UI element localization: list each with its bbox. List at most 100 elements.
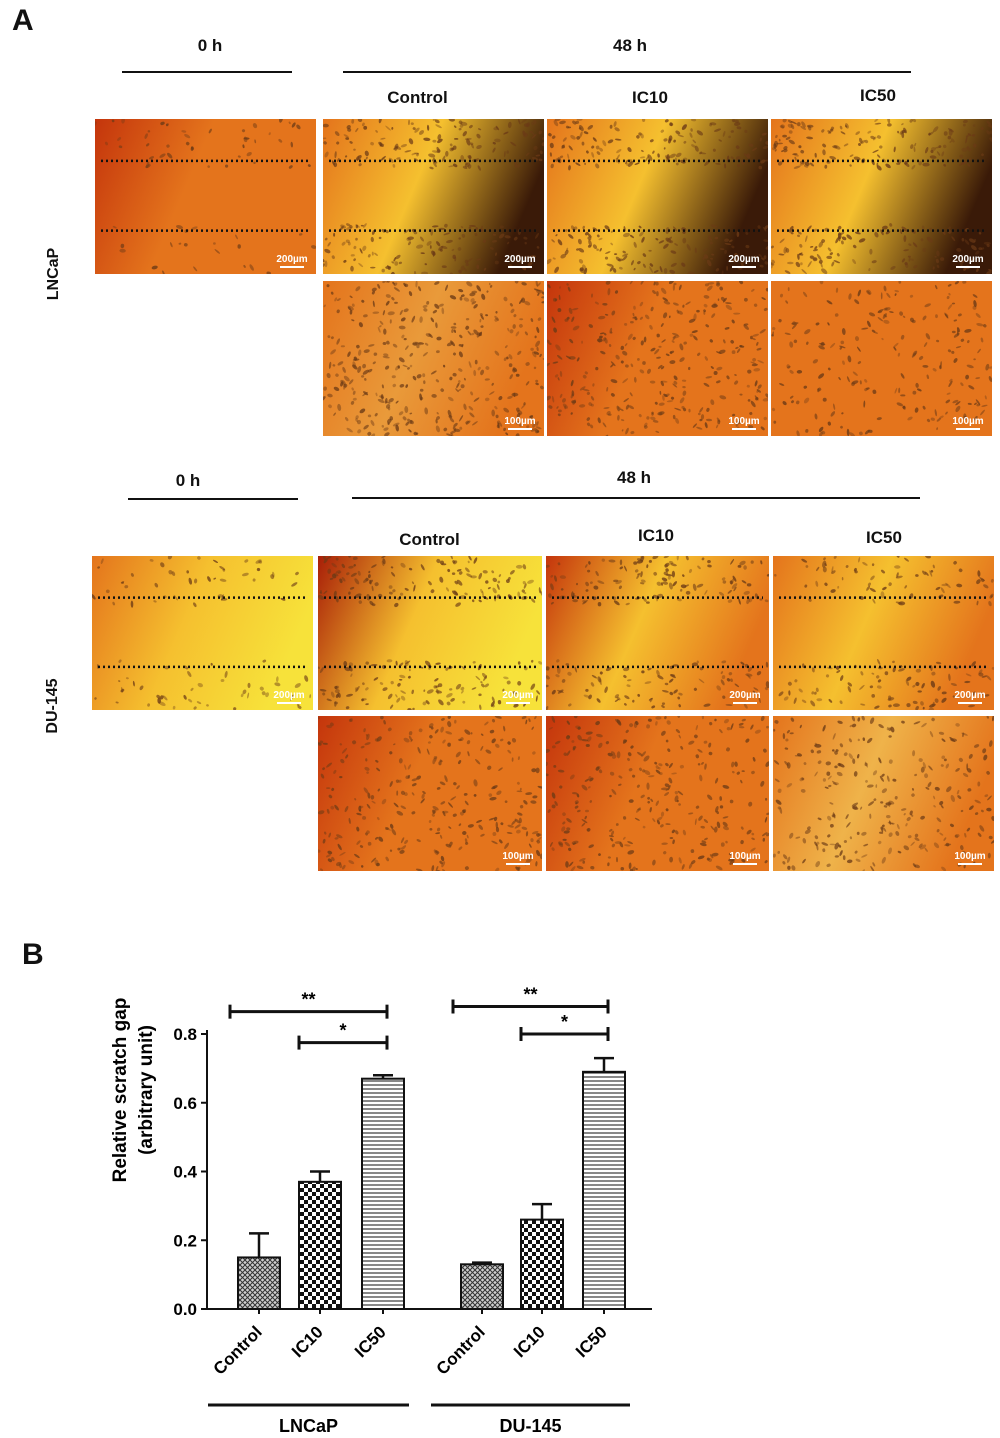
scale-bar: 200µm xyxy=(725,690,765,704)
du145-time-0h: 0 h xyxy=(175,471,201,490)
du145-0h-rule xyxy=(128,498,298,500)
scale-bar: 100µm xyxy=(500,416,540,430)
lncap-48h-ic50-micrograph: 200µm xyxy=(771,119,992,274)
du145-48h-ic50-zoom: 100µm xyxy=(773,716,994,871)
lncap-48h-ic10-micrograph: 200µm xyxy=(547,119,768,274)
lncap-time-0h: 0 h xyxy=(197,36,223,55)
y-tick-label: 0.8 xyxy=(173,1025,197,1044)
y-axis-label-line1: Relative scratch gap xyxy=(110,998,131,1183)
du145-time-48h: 48 h xyxy=(616,468,652,487)
x-tick-label: IC50 xyxy=(572,1322,611,1361)
scale-bar-label: 200µm xyxy=(504,254,536,265)
du145-condition-ic50: IC50 xyxy=(866,528,902,547)
y-tick-label: 0.6 xyxy=(173,1094,197,1113)
scale-bar-label: 100µm xyxy=(952,416,984,427)
x-tick-label: IC50 xyxy=(351,1322,390,1361)
du145-48h-control-micrograph: 200µm xyxy=(318,556,542,710)
scale-bar-line xyxy=(956,428,980,430)
panel-label-b: B xyxy=(22,938,44,971)
du145-48h-ic10-zoom: 100µm xyxy=(546,716,769,871)
bar-lncap-ic10 xyxy=(298,1180,342,1310)
du145-48h-rule xyxy=(352,497,920,499)
bar-lncap-ic50 xyxy=(361,1077,405,1310)
scale-bar: 200µm xyxy=(948,254,988,268)
scale-bar-label: 100µm xyxy=(729,851,761,862)
du145-48h-ic10-micrograph: 200µm xyxy=(546,556,769,710)
lncap-condition-control: Control xyxy=(387,88,448,107)
scale-bar-line xyxy=(732,428,756,430)
scale-bar: 100µm xyxy=(724,416,764,430)
scale-bar-label: 100µm xyxy=(502,851,534,862)
scale-bar: 200µm xyxy=(724,254,764,268)
scale-bar-line xyxy=(506,702,530,704)
significance-label: * xyxy=(561,1012,568,1032)
scale-bar-label: 200µm xyxy=(502,690,534,701)
scale-bar-label: 200µm xyxy=(273,690,305,701)
scale-bar: 200µm xyxy=(272,254,312,268)
scale-bar-line xyxy=(733,863,757,865)
lncap-condition-ic50: IC50 xyxy=(860,86,896,105)
scale-bar-line xyxy=(958,702,982,704)
group-label: LNCaP xyxy=(279,1416,338,1436)
bar-du-145-control xyxy=(460,1263,504,1310)
bar-du-145-ic50 xyxy=(582,1070,626,1310)
scale-bar-label: 200µm xyxy=(952,254,984,265)
lncap-time-48h: 48 h xyxy=(612,36,648,55)
scale-bar-label: 200µm xyxy=(729,690,761,701)
significance-label: ** xyxy=(523,985,537,1005)
scale-bar: 100µm xyxy=(498,851,538,865)
scale-bar-line xyxy=(280,266,304,268)
scale-bar-line xyxy=(277,702,301,704)
y-tick-label: 0.0 xyxy=(173,1300,197,1319)
x-tick-label: Control xyxy=(433,1322,489,1378)
bar-du-145-ic10 xyxy=(520,1218,564,1310)
du145-condition-control: Control xyxy=(399,530,460,549)
x-tick-label: Control xyxy=(210,1322,266,1378)
y-tick-label: 0.4 xyxy=(173,1163,197,1182)
significance-label: * xyxy=(339,1021,346,1041)
panel-label-a: A xyxy=(12,4,34,37)
lncap-48h-rule xyxy=(343,71,911,73)
lncap-condition-ic10: IC10 xyxy=(632,88,668,107)
scale-bar-line xyxy=(508,266,532,268)
bar-lncap-control xyxy=(237,1256,281,1310)
scale-bar-label: 100µm xyxy=(728,416,760,427)
x-tick-label: IC10 xyxy=(288,1322,327,1361)
lncap-48h-control-zoom: 100µm xyxy=(323,281,544,436)
du145-condition-ic10: IC10 xyxy=(638,526,674,545)
lncap-48h-ic10-zoom: 100µm xyxy=(547,281,768,436)
lncap-48h-ic50-zoom: 100µm xyxy=(771,281,992,436)
lncap-0h-micrograph: 200µm xyxy=(95,119,316,274)
x-tick-label: IC10 xyxy=(510,1322,549,1361)
scale-bar-line xyxy=(732,266,756,268)
du145-48h-ic50-micrograph: 200µm xyxy=(773,556,994,710)
lncap-0h-rule xyxy=(122,71,292,73)
y-axis-label-line2: (arbitrary unit) xyxy=(136,1025,157,1155)
scale-bar-label: 100µm xyxy=(504,416,536,427)
scale-bar-line xyxy=(508,428,532,430)
scale-bar-label: 200µm xyxy=(728,254,760,265)
scale-bar-line xyxy=(733,702,757,704)
du145-48h-control-zoom: 100µm xyxy=(318,716,542,871)
scale-bar: 100µm xyxy=(948,416,988,430)
scale-bar: 200µm xyxy=(500,254,540,268)
significance-label: ** xyxy=(301,990,315,1010)
scale-bar-line xyxy=(956,266,980,268)
scale-bar: 200µm xyxy=(269,690,309,704)
scale-bar: 200µm xyxy=(950,690,990,704)
du145-0h-micrograph: 200µm xyxy=(92,556,313,710)
scale-bar-label: 200µm xyxy=(276,254,308,265)
scale-bar: 100µm xyxy=(950,851,990,865)
lncap-48h-control-micrograph: 200µm xyxy=(323,119,544,274)
scale-bar-line xyxy=(958,863,982,865)
scale-bar-line xyxy=(506,863,530,865)
scale-bar: 100µm xyxy=(725,851,765,865)
scale-bar-label: 200µm xyxy=(954,690,986,701)
y-tick-label: 0.2 xyxy=(173,1231,197,1250)
du145-row-label: DU-145 xyxy=(44,678,61,734)
scale-bar: 200µm xyxy=(498,690,538,704)
lncap-row-label: LNCaP xyxy=(45,247,62,301)
scale-bar-label: 100µm xyxy=(954,851,986,862)
group-label: DU-145 xyxy=(499,1416,561,1436)
